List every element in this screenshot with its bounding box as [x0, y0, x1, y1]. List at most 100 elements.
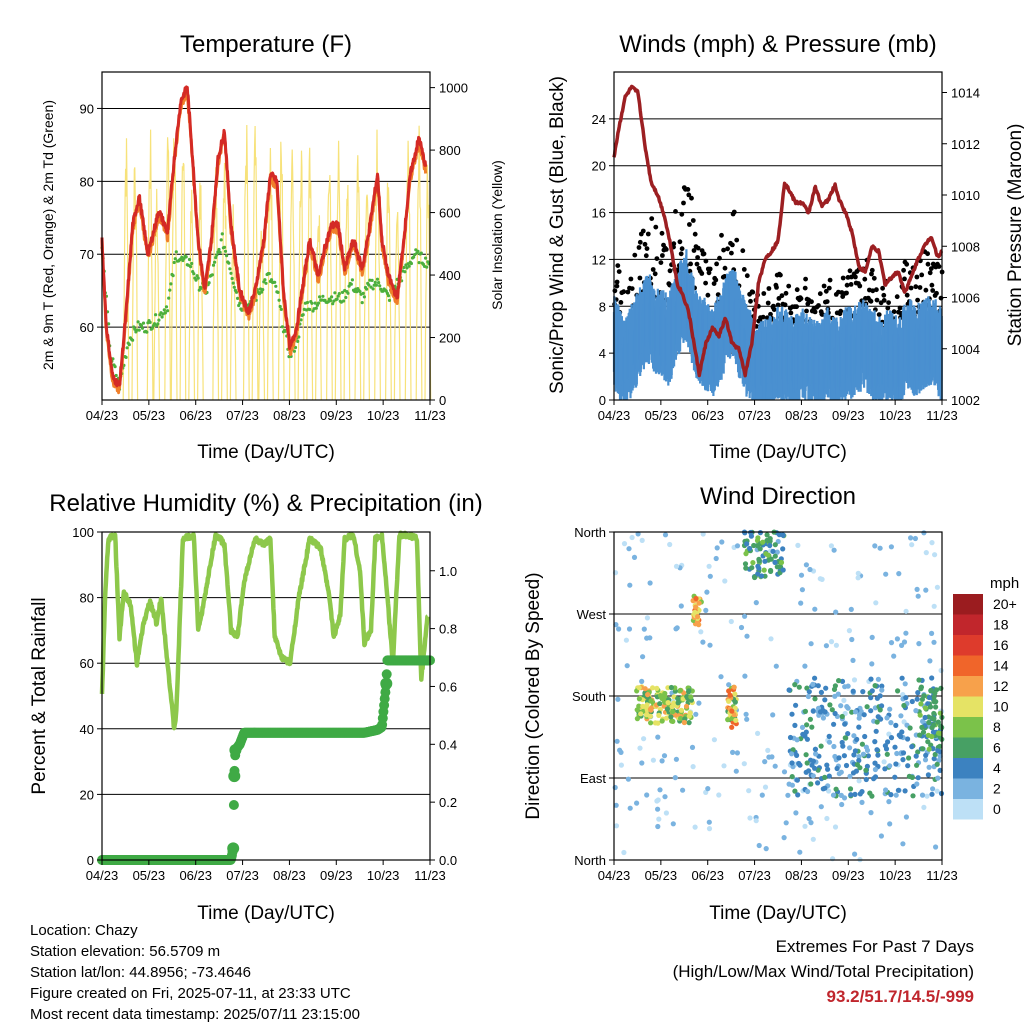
xtick-label: 07/23 — [738, 868, 771, 883]
dewpoint-point — [213, 260, 217, 264]
direction-point — [765, 552, 771, 558]
direction-point — [810, 773, 816, 779]
direction-point — [803, 769, 809, 775]
direction-point — [730, 749, 736, 756]
direction-point — [935, 775, 941, 781]
direction-point — [921, 804, 927, 811]
direction-point — [806, 689, 812, 695]
direction-point — [747, 545, 753, 552]
legend-label: 10 — [993, 699, 1009, 715]
ytick-label: 0 — [87, 853, 94, 868]
direction-point — [931, 756, 937, 762]
direction-point — [765, 747, 771, 754]
direction-point — [848, 606, 854, 613]
dewpoint-point — [378, 284, 382, 288]
direction-point — [934, 788, 940, 794]
dewpoint-point — [137, 328, 141, 332]
xtick-label: 09/23 — [320, 868, 353, 883]
dewpoint-point — [361, 291, 365, 295]
direction-point — [778, 559, 785, 566]
direction-point — [887, 763, 893, 769]
direction-point — [732, 691, 738, 697]
dewpoint-point — [340, 290, 345, 294]
direction-point — [933, 704, 939, 710]
ytick-label: East — [580, 771, 606, 786]
extremes-values: 93.2/51.7/14.5/-999 — [826, 987, 974, 1006]
gust-point — [692, 231, 698, 237]
dewpoint-point — [279, 307, 283, 311]
y2tick-label: 1000 — [439, 81, 468, 96]
direction-point — [931, 699, 937, 705]
gust-point — [824, 299, 830, 304]
dewpoint-point — [412, 255, 416, 259]
dewpoint-point — [197, 288, 201, 292]
dewpoint-point — [365, 287, 369, 291]
humidity-ylabel: Percent & Total Rainfall — [29, 597, 50, 794]
gust-point — [686, 192, 692, 198]
gust-point — [614, 283, 620, 289]
direction-point — [638, 711, 644, 717]
gust-point — [643, 253, 649, 259]
humidity-axes: 0 20 40 60 80 100 0.0 0.2 0.4 0.6 0.8 1.0 04/23 05/23… — [72, 525, 457, 883]
direction-point — [769, 754, 775, 760]
direction-point — [808, 641, 814, 647]
extremes-line2: (High/Low/Max Wind/Total Precipitation) — [672, 962, 974, 981]
gust-point — [681, 200, 686, 206]
gust-point — [819, 312, 825, 317]
direction-point — [623, 637, 630, 643]
xtick-label: 07/23 — [226, 868, 259, 883]
direction-point — [639, 760, 645, 766]
gust-point — [885, 305, 891, 311]
direction-point — [810, 836, 816, 842]
direction-point — [925, 739, 931, 745]
direction-point — [733, 768, 739, 774]
xtick-label: 10/23 — [367, 868, 400, 883]
gust-point — [821, 283, 827, 289]
gust-point — [874, 287, 879, 293]
direction-point — [859, 799, 865, 806]
direction-point — [755, 730, 761, 737]
gust-point — [691, 248, 697, 253]
direction-point — [635, 531, 641, 537]
direction-point — [859, 741, 866, 747]
gust-point — [938, 295, 944, 301]
gust-point — [782, 302, 788, 308]
direction-point — [927, 704, 934, 710]
direction-point — [900, 750, 907, 756]
dewpoint-point — [405, 266, 409, 270]
direction-point — [714, 545, 720, 551]
direction-point — [864, 704, 870, 710]
gust-point — [934, 290, 939, 296]
direction-point — [789, 760, 795, 766]
direction-point — [741, 761, 747, 767]
direction-point — [742, 673, 748, 679]
direction-point — [732, 699, 738, 705]
direction-point — [869, 688, 875, 694]
direction-point — [856, 754, 862, 760]
dewpoint-point — [375, 277, 380, 281]
gust-point — [678, 251, 684, 257]
direction-point — [929, 791, 935, 797]
direction-point — [917, 712, 923, 718]
direction-point — [616, 626, 622, 632]
gust-point — [838, 308, 844, 314]
direction-point — [868, 676, 874, 682]
gust-point — [848, 282, 854, 287]
gust-point — [618, 300, 624, 305]
direction-point — [804, 722, 810, 728]
direction-point — [706, 819, 712, 825]
y2tick-label: 1014 — [951, 86, 980, 101]
dewpoint-point — [360, 301, 364, 305]
direction-point — [874, 695, 881, 701]
dewpoint-point — [278, 304, 282, 309]
direction-point — [744, 541, 750, 547]
direction-point — [647, 580, 653, 586]
direction-point — [749, 565, 755, 571]
xtick-label: 09/23 — [832, 868, 865, 883]
direction-point — [891, 653, 897, 659]
direction-point — [796, 760, 802, 767]
direction-point — [663, 715, 670, 721]
dewpoint-point — [346, 291, 350, 295]
direction-point — [818, 689, 825, 696]
direction-point — [789, 711, 795, 717]
